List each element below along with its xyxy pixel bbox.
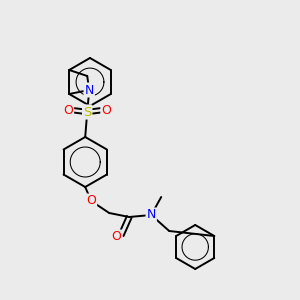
Text: N: N [146,208,156,221]
Text: N: N [85,83,94,97]
Text: O: O [111,230,121,244]
Text: O: O [86,194,96,208]
Text: O: O [101,103,111,116]
Text: O: O [63,103,73,116]
Text: S: S [83,106,92,118]
